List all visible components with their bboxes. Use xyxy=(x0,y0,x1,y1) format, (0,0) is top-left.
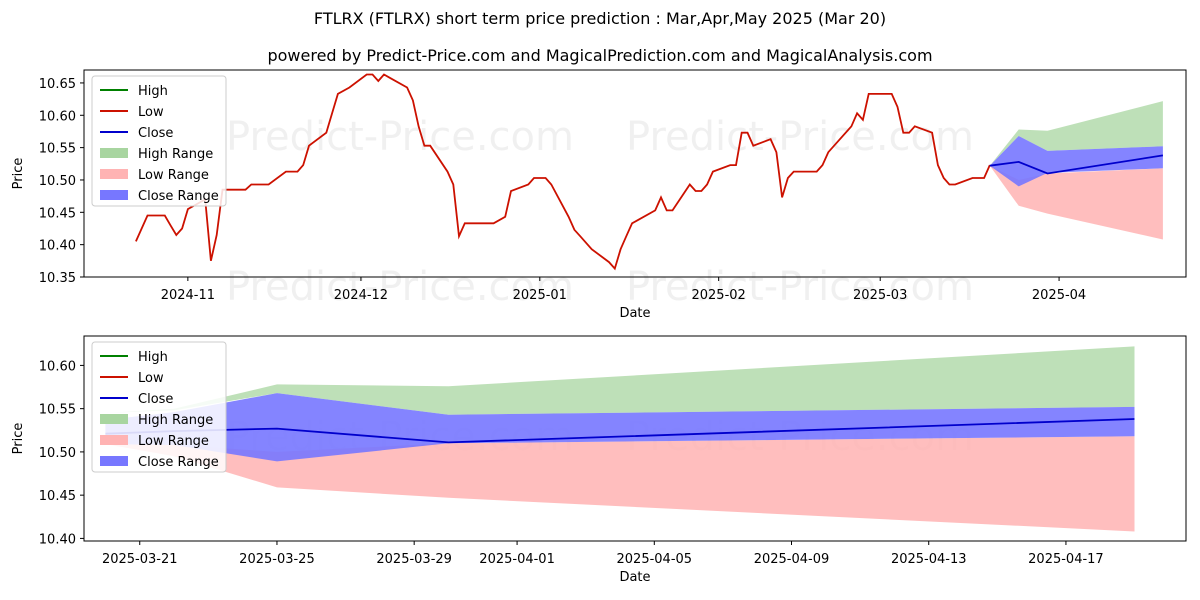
legend-high-range-label: High Range xyxy=(138,413,213,428)
legend-close-range-swatch xyxy=(100,190,128,200)
legend-low-range-swatch xyxy=(100,435,128,445)
close-range-band-2 xyxy=(105,393,1135,462)
x-tick-label: 2025-04-01 xyxy=(479,552,555,567)
x-tick-label: 2025-04-05 xyxy=(617,552,693,567)
x-tick-label: 2024-12 xyxy=(334,288,388,303)
legend-high-label: High xyxy=(138,350,168,365)
close-range-band-1 xyxy=(989,136,1163,187)
legend-close-range-label: Close Range xyxy=(138,455,219,470)
legend-low-label: Low xyxy=(138,105,164,120)
x-tick-label: 2025-04-13 xyxy=(891,552,967,567)
watermark-text: Predict-Price.com xyxy=(226,114,574,160)
chart-subtitle: powered by Predict-Price.com and Magical… xyxy=(267,46,933,65)
x-tick-label: 2025-02 xyxy=(691,288,745,303)
x-tick-label: 2025-03-29 xyxy=(376,552,452,567)
legend-high-range-swatch xyxy=(100,414,128,424)
x-tick-label: 2025-03-21 xyxy=(102,552,178,567)
legend-high-range-label: High Range xyxy=(138,147,213,162)
high-range-band-1 xyxy=(989,101,1163,166)
x-tick-label: 2025-01 xyxy=(513,288,567,303)
y-tick-label: 10.55 xyxy=(39,142,76,157)
legend-close-range-swatch xyxy=(100,456,128,466)
x-tick-label: 2024-11 xyxy=(161,288,215,303)
y-tick-label: 10.50 xyxy=(39,446,76,461)
legend-low-range-label: Low Range xyxy=(138,168,209,183)
x-tick-label: 2025-04-09 xyxy=(754,552,830,567)
high-range-band-2 xyxy=(105,346,1135,415)
legend-low-range-label: Low Range xyxy=(138,434,209,449)
x-axis-label: Date xyxy=(619,570,650,585)
y-tick-label: 10.45 xyxy=(39,489,76,504)
legend-low-range-swatch xyxy=(100,169,128,179)
legend-close-label: Close xyxy=(138,126,173,141)
y-tick-label: 10.60 xyxy=(39,109,76,124)
y-tick-label: 10.65 xyxy=(39,77,76,92)
legend-high-label: High xyxy=(138,84,168,99)
low-range-band-2 xyxy=(105,436,1135,532)
low-price-line xyxy=(135,73,991,271)
y-axis-label: Price xyxy=(11,423,26,455)
watermark-text: Predict-Price.com xyxy=(626,264,974,310)
y-tick-label: 10.50 xyxy=(39,174,76,189)
x-tick-label: 2025-03 xyxy=(853,288,907,303)
y-tick-label: 10.35 xyxy=(39,271,76,286)
watermark-text: Predict-Price.com xyxy=(226,264,574,310)
chart-title: FTLRX (FTLRX) short term price predictio… xyxy=(313,9,887,28)
y-tick-label: 10.40 xyxy=(39,239,76,254)
y-axis-label: Price xyxy=(11,158,26,190)
watermark-text: Predict-Price.com xyxy=(626,114,974,160)
close-forecast-line-1 xyxy=(989,154,1164,175)
y-tick-label: 10.45 xyxy=(39,206,76,221)
x-tick-label: 2025-04-17 xyxy=(1028,552,1104,567)
y-tick-label: 10.55 xyxy=(39,403,76,418)
x-tick-label: 2025-03-25 xyxy=(239,552,315,567)
y-tick-label: 10.40 xyxy=(39,532,76,547)
plot-frame-1 xyxy=(83,69,1187,278)
legend-low-label: Low xyxy=(138,371,164,386)
x-axis-label: Date xyxy=(619,306,650,321)
x-tick-label: 2025-04 xyxy=(1032,288,1086,303)
legend-high-range-swatch xyxy=(100,148,128,158)
legend-close-label: Close xyxy=(138,392,173,407)
low-range-band-1 xyxy=(989,165,1163,240)
y-tick-label: 10.60 xyxy=(39,359,76,374)
legend-close-range-label: Close Range xyxy=(138,189,219,204)
plot-frame-2 xyxy=(83,335,1187,542)
